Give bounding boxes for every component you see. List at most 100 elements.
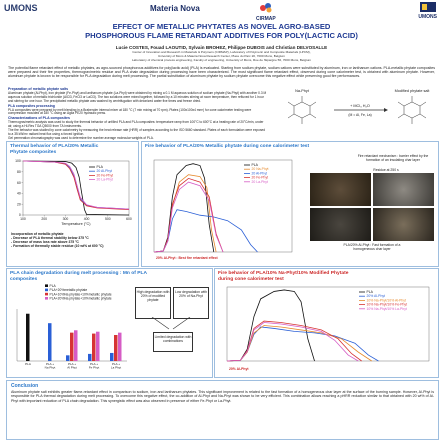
reaction-scheme-svg: Na-Phyt Modified phytate salt + MCl₃ H₂O… (287, 89, 430, 124)
residue-caption-line-2: homogeneous char layer (353, 247, 391, 252)
y-tick-label: 40 (17, 192, 21, 196)
legend-swatch (45, 297, 48, 300)
thermal-title-line-2: Phytate composites (10, 149, 57, 155)
cirmap-label: CIRMAP (256, 16, 276, 22)
characterization-heading: Characterizations of PLA composites (8, 116, 70, 121)
series-line (226, 322, 359, 362)
umons-logo: UMONS (4, 3, 38, 13)
legend-swatch (45, 284, 48, 287)
chain-title-line-2: composites (10, 276, 38, 282)
y-tick-label: 80 (17, 170, 21, 174)
residue-photo-grid (310, 173, 434, 241)
x-tick-label: 400 (84, 217, 90, 221)
x-tick-label: 500 (105, 217, 111, 221)
umons-right-label: UMONS (418, 14, 437, 20)
bar (118, 332, 122, 361)
category-label: Fe Phyt (89, 366, 100, 370)
series-line (153, 163, 215, 253)
phytate-molecule-right-icon (397, 96, 427, 124)
legend-label: 20 Fe-Phyt (97, 173, 114, 177)
bar (92, 333, 96, 361)
chain-degradation-panel: PLA chain degradation during melt proces… (6, 268, 213, 378)
legend-label: PLA (50, 284, 57, 288)
processing-text: PLA composites were prepared by melt ble… (8, 107, 252, 116)
high-degradation-box: High degradation with 20% of modified ph… (135, 287, 171, 319)
category-label: La Phyt (111, 366, 121, 370)
abstract: The potential flame retardant effect of … (8, 66, 435, 79)
residue-caption: PLA/20% Al-Phyt : Fast formation of a ho… (310, 243, 434, 251)
thermal-title-line-1: Thermal behavior of PLA/20% Metallic (10, 144, 99, 149)
affiliation-3: Laboratory of chemical process engineeri… (131, 57, 312, 62)
legend-label: PLA+20%metallic phytate (50, 288, 88, 292)
legend-label: 20 La-Phyt (252, 180, 268, 184)
thermal-caption-heading: Incorporation of metallic phytate (11, 232, 64, 236)
title-line-1: EFFECT OF METALLIC PHYTATES AS NOVEL AGR… (112, 22, 331, 31)
cirmap-emblem-icon (259, 3, 272, 13)
conclusion-text: Aluminum phytate salt exhibits greater f… (11, 390, 434, 403)
residue-caption-line-1: PLA/20% Al-Phyt : Fast formation of a (343, 243, 401, 247)
y-tick-label: 100 (15, 159, 21, 163)
bar (74, 330, 78, 361)
characterization-text-2: The fire behavior was studied by cone ca… (8, 128, 266, 136)
affiliation-1: Center of Innovation and Research in Mat… (132, 50, 311, 54)
category-label: PLA + (90, 362, 98, 366)
legend-label: 20 Al-Phyt (97, 169, 113, 173)
processing-heading: PLA composites processing (8, 103, 55, 108)
thermal-caption-item: - Decrease of PLA thermal stability belo… (11, 236, 89, 241)
legend-label: 10% Na-Phyt/10% Al-Phyt (367, 298, 406, 302)
plot-frame (153, 159, 293, 253)
bar (26, 313, 30, 361)
umons-right-logo: UMONS (418, 2, 437, 20)
residue-photo (373, 208, 434, 241)
legend-label: 20 Fe-Phyt (252, 176, 269, 180)
bar (110, 352, 114, 361)
fire-panel-1: Fire behavior of PLA/20% Metallic phytat… (141, 141, 439, 267)
y-tick-label: 60 (17, 181, 21, 185)
conclusion-panel: Conclusion Aluminum phytate salt exhibit… (6, 380, 439, 440)
bar (66, 355, 70, 361)
series-line (22, 160, 130, 210)
bar (88, 353, 92, 361)
conclusion-title: Conclusion (11, 383, 39, 389)
thermal-panel: Thermal behavior of PLA/20% Metallic Phy… (6, 141, 139, 267)
reaction-scheme: Na-Phyt Modified phytate salt + MCl₃ H₂O… (280, 86, 436, 132)
bar (48, 323, 52, 361)
y-tick-label: 0 (19, 213, 21, 217)
scheme-reagent: + MCl₃ H₂O (350, 104, 370, 108)
fire-panel-1-title: Fire behavior of PLA/20% Metallic phytat… (145, 144, 310, 149)
bar (96, 331, 100, 361)
phytate-molecule-left-icon (287, 96, 317, 124)
x-tick-label: 600 (126, 217, 132, 221)
affiliation-2: University of Mons & Materia Nova Resear… (158, 53, 285, 58)
y-tick-label: 20 (17, 202, 21, 206)
legend-label: 20% Al-Phyt (367, 294, 386, 298)
legend-label: PLA (97, 165, 104, 169)
mechanism-text: Fire retardant mechanism : barrier effec… (357, 154, 429, 163)
legend-label: 10% Na-Phyt/10% La-Phyt (367, 307, 407, 311)
category-label: PLA (25, 362, 31, 366)
poster-title: EFFECT OF METALLIC PHYTATES AS NOVEL AGR… (0, 22, 443, 40)
series-line (226, 289, 315, 362)
series-line (226, 320, 362, 362)
category-label: PLA + (112, 362, 120, 366)
affiliations: Center of Innovation and Research in Mat… (0, 50, 443, 62)
low-degradation-box: Low degradation with 20% of Na-Phyt (173, 287, 209, 319)
residue-photo (373, 173, 434, 206)
plot-frame (226, 286, 430, 362)
methods-column: Preparation of metallic phytate salts Al… (8, 87, 268, 141)
fire-panel-2-caption: 20% Al-Phyt (229, 367, 249, 371)
category-label: PLA + (46, 362, 54, 366)
materianova-logo: Materia Nova (150, 4, 200, 13)
prep-heading: Preparation of metallic phytate salts (8, 87, 69, 91)
bar (114, 335, 118, 361)
legend-label: PLA (367, 290, 374, 294)
prep-text: Aluminum phytate (Al-Phyt), iron phytate… (8, 90, 267, 103)
legend-label: 20 Al-Phyt (252, 171, 268, 175)
limited-degradation-box: Limited degradation with combinations (153, 332, 193, 352)
legend-label: PLA+10%Na phytate+10%metallic phytate (50, 292, 112, 296)
legend-label: 20 Na-Phyt (252, 167, 269, 171)
legend-swatch (45, 292, 48, 296)
